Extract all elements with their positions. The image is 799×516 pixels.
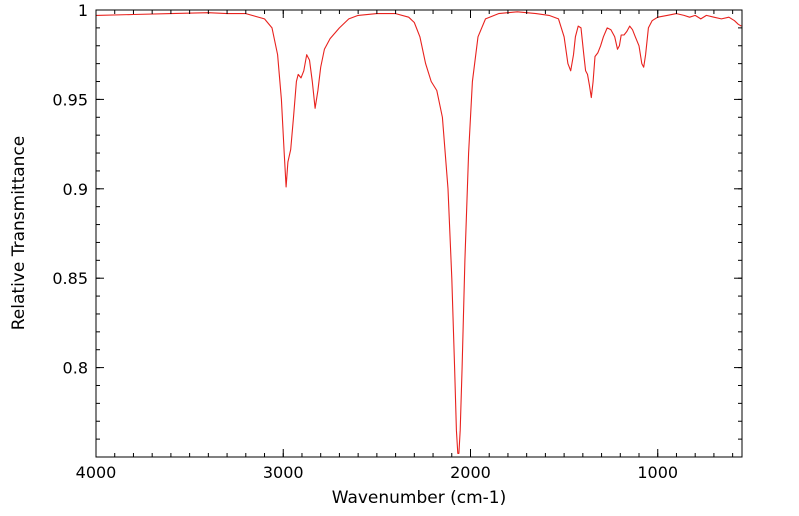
x-axis-title: Wavenumber (cm-1) — [332, 488, 507, 508]
plot-area — [95, 11, 742, 454]
y-tick-label: 0.95 — [52, 90, 88, 109]
x-tick-label: 4000 — [76, 463, 117, 482]
plot-frame — [95, 9, 743, 458]
y-tick-label: 1 — [78, 1, 88, 20]
y-tick-label: 0.9 — [63, 180, 88, 199]
x-tick-label: 1000 — [637, 463, 678, 482]
x-tick-label: 2000 — [450, 463, 491, 482]
y-axis-title: Relative Transmittance — [9, 136, 29, 331]
series-line-0 — [95, 11, 742, 454]
y-tick-label: 0.8 — [63, 359, 88, 378]
y-tick-label: 0.85 — [52, 269, 88, 288]
axes: 4000 3000 2000 1000 0.8 0.85 0.9 0.95 1 — [52, 1, 743, 482]
x-tick-label: 3000 — [263, 463, 304, 482]
